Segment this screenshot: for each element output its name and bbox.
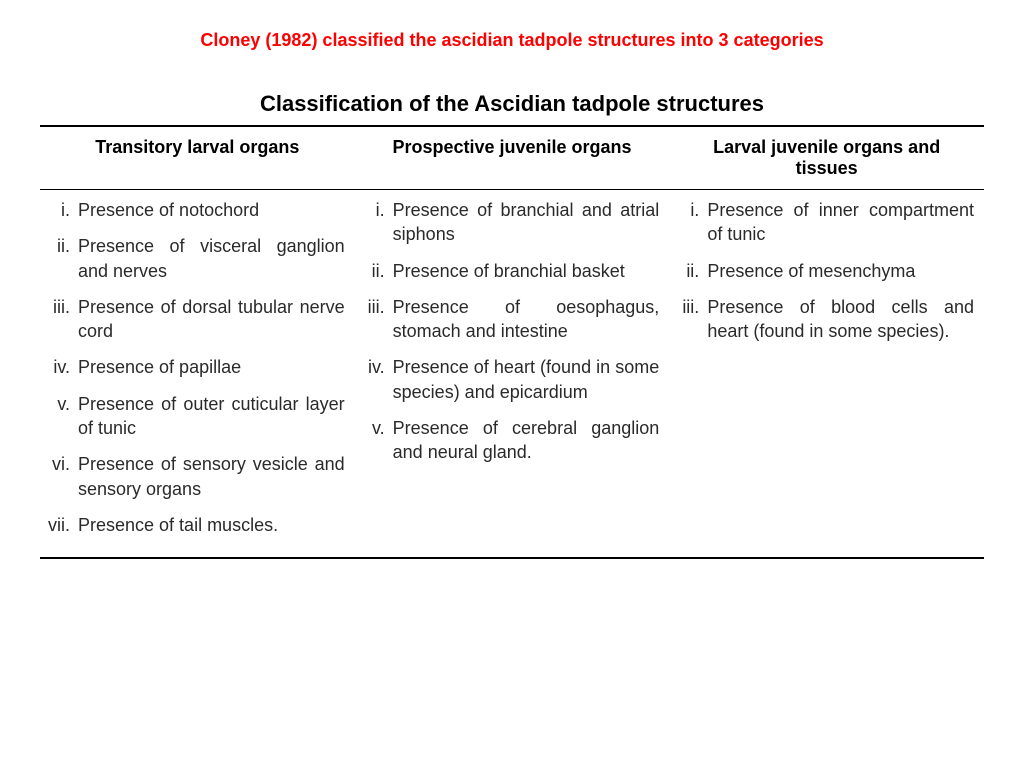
col1-cell: i.Presence of notochordii.Presence of vi… bbox=[40, 190, 355, 559]
item-numeral: v. bbox=[359, 416, 393, 465]
item-numeral: iv. bbox=[44, 355, 78, 379]
col-header-3: Larval juvenile organs and tissues bbox=[669, 126, 984, 190]
table-title: Classification of the Ascidian tadpole s… bbox=[40, 91, 984, 117]
list-item: i.Presence of branchial and atrial sipho… bbox=[359, 198, 660, 247]
item-numeral: i. bbox=[44, 198, 78, 222]
item-numeral: iii. bbox=[359, 295, 393, 344]
item-text: Presence of sensory vesicle and sensory … bbox=[78, 452, 345, 501]
item-text: Presence of papillae bbox=[78, 355, 345, 379]
item-text: Presence of blood cells and heart (found… bbox=[707, 295, 974, 344]
item-text: Presence of dorsal tubular nerve cord bbox=[78, 295, 345, 344]
classification-table: Transitory larval organs Prospective juv… bbox=[40, 125, 984, 559]
list-item: i.Presence of notochord bbox=[44, 198, 345, 222]
item-numeral: vii. bbox=[44, 513, 78, 537]
item-text: Presence of oesophagus, stomach and inte… bbox=[393, 295, 660, 344]
table-body-row: i.Presence of notochordii.Presence of vi… bbox=[40, 190, 984, 559]
col-header-2: Prospective juvenile organs bbox=[355, 126, 670, 190]
list-item: v.Presence of outer cuticular layer of t… bbox=[44, 392, 345, 441]
item-numeral: ii. bbox=[673, 259, 707, 283]
item-text: Presence of cerebral ganglion and neural… bbox=[393, 416, 660, 465]
item-text: Presence of branchial and atrial siphons bbox=[393, 198, 660, 247]
list-item: ii.Presence of visceral ganglion and ner… bbox=[44, 234, 345, 283]
list-item: iv.Presence of heart (found in some spec… bbox=[359, 355, 660, 404]
item-numeral: v. bbox=[44, 392, 78, 441]
item-text: Presence of visceral ganglion and nerves bbox=[78, 234, 345, 283]
col2-cell: i.Presence of branchial and atrial sipho… bbox=[355, 190, 670, 559]
list-item: vii.Presence of tail muscles. bbox=[44, 513, 345, 537]
item-numeral: vi. bbox=[44, 452, 78, 501]
col2-list: i.Presence of branchial and atrial sipho… bbox=[359, 198, 660, 465]
item-text: Presence of heart (found in some species… bbox=[393, 355, 660, 404]
item-numeral: iii. bbox=[44, 295, 78, 344]
item-text: Presence of inner compartment of tunic bbox=[707, 198, 974, 247]
item-numeral: ii. bbox=[44, 234, 78, 283]
col-header-1: Transitory larval organs bbox=[40, 126, 355, 190]
item-numeral: i. bbox=[359, 198, 393, 247]
list-item: ii.Presence of branchial basket bbox=[359, 259, 660, 283]
item-numeral: iii. bbox=[673, 295, 707, 344]
col3-cell: i.Presence of inner compartment of tunic… bbox=[669, 190, 984, 559]
list-item: iv.Presence of papillae bbox=[44, 355, 345, 379]
list-item: ii.Presence of mesenchyma bbox=[673, 259, 974, 283]
item-numeral: iv. bbox=[359, 355, 393, 404]
item-text: Presence of outer cuticular layer of tun… bbox=[78, 392, 345, 441]
item-text: Presence of branchial basket bbox=[393, 259, 660, 283]
item-text: Presence of notochord bbox=[78, 198, 345, 222]
list-item: iii.Presence of oesophagus, stomach and … bbox=[359, 295, 660, 344]
page-heading: Cloney (1982) classified the ascidian ta… bbox=[40, 30, 984, 51]
list-item: v.Presence of cerebral ganglion and neur… bbox=[359, 416, 660, 465]
col3-list: i.Presence of inner compartment of tunic… bbox=[673, 198, 974, 343]
list-item: iii.Presence of dorsal tubular nerve cor… bbox=[44, 295, 345, 344]
list-item: iii.Presence of blood cells and heart (f… bbox=[673, 295, 974, 344]
list-item: vi.Presence of sensory vesicle and senso… bbox=[44, 452, 345, 501]
item-text: Presence of mesenchyma bbox=[707, 259, 974, 283]
item-numeral: ii. bbox=[359, 259, 393, 283]
item-text: Presence of tail muscles. bbox=[78, 513, 345, 537]
col1-list: i.Presence of notochordii.Presence of vi… bbox=[44, 198, 345, 537]
table-header-row: Transitory larval organs Prospective juv… bbox=[40, 126, 984, 190]
item-numeral: i. bbox=[673, 198, 707, 247]
list-item: i.Presence of inner compartment of tunic bbox=[673, 198, 974, 247]
